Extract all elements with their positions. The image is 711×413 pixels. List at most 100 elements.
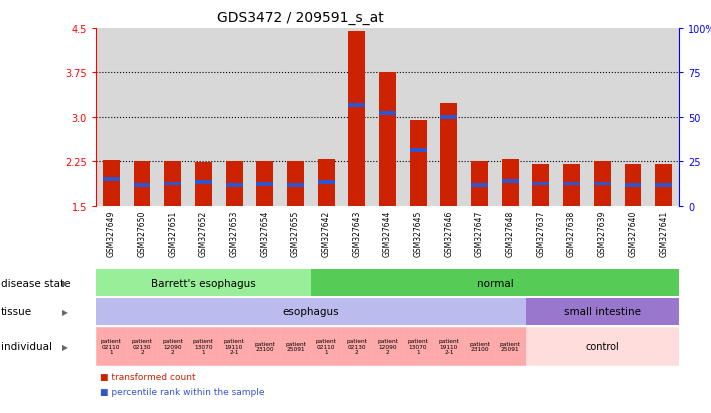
- Bar: [440, 104, 457, 206]
- Bar: [250, 328, 280, 365]
- Bar: [403, 328, 434, 365]
- Text: patient
23100: patient 23100: [469, 341, 490, 351]
- Bar: [96, 328, 127, 365]
- Text: patient
25091: patient 25091: [500, 341, 520, 351]
- Text: patient
02130
2: patient 02130 2: [346, 338, 368, 354]
- Bar: [495, 328, 525, 365]
- Bar: [96, 298, 525, 325]
- Text: normal: normal: [476, 278, 513, 288]
- Text: GSM327651: GSM327651: [169, 210, 177, 256]
- Bar: [311, 270, 679, 297]
- Text: GSM327646: GSM327646: [444, 210, 454, 256]
- Text: GSM327643: GSM327643: [353, 210, 361, 256]
- Text: GDS3472 / 209591_s_at: GDS3472 / 209591_s_at: [217, 11, 383, 25]
- Bar: [533, 182, 550, 186]
- Text: GSM327639: GSM327639: [598, 210, 606, 256]
- Text: GSM327640: GSM327640: [629, 210, 638, 256]
- Text: tissue: tissue: [1, 306, 32, 317]
- Text: disease state: disease state: [1, 278, 70, 288]
- Bar: [624, 165, 641, 206]
- Bar: [502, 159, 518, 206]
- Text: GSM327642: GSM327642: [321, 210, 331, 256]
- Bar: [225, 162, 242, 206]
- Bar: [594, 182, 611, 186]
- Text: patient
02110
1: patient 02110 1: [316, 338, 336, 354]
- Bar: [434, 328, 464, 365]
- Text: GSM327638: GSM327638: [567, 210, 576, 256]
- Text: ■ percentile rank within the sample: ■ percentile rank within the sample: [100, 387, 264, 396]
- Bar: [280, 328, 311, 365]
- Text: ▶: ▶: [63, 307, 68, 316]
- Bar: [157, 328, 188, 365]
- Text: patient
12090
2: patient 12090 2: [162, 338, 183, 354]
- Bar: [471, 184, 488, 188]
- Bar: [525, 328, 679, 365]
- Bar: [188, 328, 219, 365]
- Bar: [348, 32, 365, 206]
- Text: GSM327647: GSM327647: [475, 210, 484, 256]
- Text: ■ transformed count: ■ transformed count: [100, 372, 195, 381]
- Bar: [533, 165, 550, 206]
- Text: ▶: ▶: [63, 342, 68, 351]
- Bar: [287, 184, 304, 188]
- Bar: [287, 162, 304, 206]
- Bar: [440, 116, 457, 120]
- Bar: [624, 184, 641, 188]
- Bar: [318, 159, 335, 206]
- Text: control: control: [585, 341, 619, 351]
- Text: small intestine: small intestine: [564, 306, 641, 317]
- Text: patient
12090
2: patient 12090 2: [377, 338, 398, 354]
- Text: GSM327652: GSM327652: [199, 210, 208, 256]
- Text: ▶: ▶: [63, 279, 68, 287]
- Bar: [127, 328, 157, 365]
- Bar: [379, 73, 396, 206]
- Bar: [410, 121, 427, 206]
- Bar: [219, 328, 250, 365]
- Bar: [311, 328, 341, 365]
- Text: GSM327637: GSM327637: [536, 210, 545, 256]
- Bar: [563, 182, 580, 186]
- Bar: [656, 184, 672, 188]
- Bar: [96, 270, 311, 297]
- Text: GSM327641: GSM327641: [659, 210, 668, 256]
- Text: GSM327649: GSM327649: [107, 210, 116, 256]
- Bar: [341, 328, 372, 365]
- Text: Barrett's esophagus: Barrett's esophagus: [151, 278, 256, 288]
- Bar: [563, 165, 580, 206]
- Text: patient
02110
1: patient 02110 1: [101, 338, 122, 354]
- Bar: [502, 180, 518, 183]
- Bar: [256, 183, 273, 187]
- Bar: [525, 298, 679, 325]
- Bar: [164, 162, 181, 206]
- Bar: [103, 178, 119, 182]
- Text: GSM327645: GSM327645: [414, 210, 422, 256]
- Bar: [164, 182, 181, 186]
- Text: patient
25091: patient 25091: [285, 341, 306, 351]
- Bar: [348, 104, 365, 108]
- Text: patient
23100: patient 23100: [255, 341, 275, 351]
- Bar: [134, 184, 151, 188]
- Bar: [256, 162, 273, 206]
- Bar: [103, 160, 119, 206]
- Bar: [471, 161, 488, 206]
- Bar: [410, 148, 427, 152]
- Text: patient
13070
1: patient 13070 1: [407, 338, 429, 354]
- Text: patient
13070
1: patient 13070 1: [193, 338, 214, 354]
- Bar: [134, 162, 151, 206]
- Text: GSM327650: GSM327650: [137, 210, 146, 256]
- Text: GSM327654: GSM327654: [260, 210, 269, 256]
- Text: individual: individual: [1, 341, 52, 351]
- Bar: [594, 162, 611, 206]
- Text: patient
19110
2-1: patient 19110 2-1: [439, 338, 459, 354]
- Text: GSM327653: GSM327653: [230, 210, 239, 256]
- Text: esophagus: esophagus: [282, 306, 339, 317]
- Bar: [656, 165, 672, 206]
- Bar: [195, 181, 212, 185]
- Bar: [372, 328, 403, 365]
- Bar: [195, 163, 212, 206]
- Bar: [318, 181, 335, 185]
- Text: GSM327648: GSM327648: [506, 210, 515, 256]
- Text: GSM327644: GSM327644: [383, 210, 392, 256]
- Text: patient
02130
2: patient 02130 2: [132, 338, 152, 354]
- Bar: [225, 184, 242, 188]
